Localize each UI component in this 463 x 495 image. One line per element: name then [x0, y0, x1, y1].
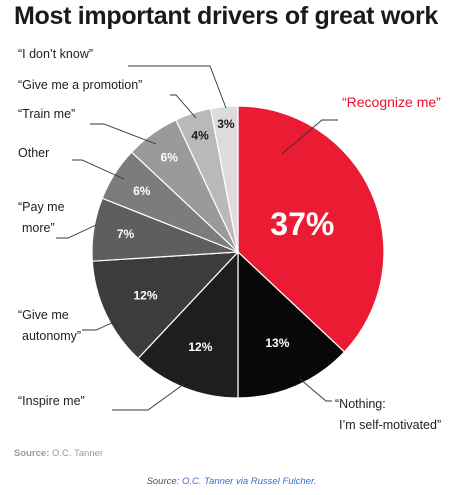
category-label-recognize-me: “Recognize me”	[342, 94, 441, 110]
leader-line-pay-me-more	[56, 224, 97, 239]
leader-line-inspire-me	[112, 383, 185, 411]
category-label-i-don-t-know: “I don’t know”	[18, 47, 93, 61]
category-label-line: “Train me”	[18, 107, 75, 121]
leader-line-i-don-t-know	[128, 65, 227, 109]
pie-slice-inspire-me	[137, 250, 239, 399]
category-label-line: “Give me a promotion”	[18, 78, 142, 92]
leader-line-give-me-a-promotion	[170, 94, 197, 119]
pie-slice-recognize-me	[237, 105, 385, 353]
category-label-give-me-autonomy: “Give me autonomy”	[18, 308, 81, 343]
leader-line-give-me-autonomy	[82, 321, 115, 331]
category-label-line: “I don’t know”	[18, 47, 93, 61]
category-label-line: I’m self-motivated”	[339, 418, 441, 432]
category-label-pay-me-more: “Pay me more”	[18, 200, 65, 235]
chart-title: Most important drivers of great work	[14, 2, 438, 30]
pie-slice-nothing-i-m-self-motivated	[237, 250, 346, 399]
category-label-inspire-me: “Inspire me”	[18, 394, 85, 408]
category-label-nothing-i-m-self-motivated: “Nothing: I’m self-motivated”	[335, 397, 441, 432]
pie-slice-give-me-autonomy	[91, 251, 240, 360]
category-label-train-me: “Train me”	[18, 107, 75, 121]
credit-prefix: Source:	[146, 476, 182, 487]
pct-label-train-me: 6%	[161, 151, 179, 165]
pct-label-other: 6%	[133, 184, 151, 198]
category-label-line: more”	[22, 221, 55, 235]
image-credit: Source: O.C. Tanner via Russel Fulcher.	[0, 476, 463, 487]
category-label-line: Other	[18, 146, 49, 160]
category-label-line: autonomy”	[22, 329, 81, 343]
category-label-other: Other	[18, 146, 49, 160]
category-label-give-me-a-promotion: “Give me a promotion”	[18, 78, 142, 92]
source-note: Source: O.C. Tanner	[14, 448, 103, 459]
category-label-line: “Recognize me”	[342, 94, 441, 110]
source-text: O.C. Tanner	[52, 448, 104, 459]
category-label-line: “Inspire me”	[18, 394, 85, 408]
source-label: Source:	[14, 448, 50, 459]
pct-label-give-me-a-promotion: 4%	[191, 128, 209, 142]
leader-line-recognize-me	[281, 119, 338, 155]
pct-label-pay-me-more: 7%	[117, 227, 135, 241]
pct-label-nothing-i-m-self-motivated: 13%	[265, 336, 289, 350]
pct-label-i-don-t-know: 3%	[217, 117, 235, 131]
leader-line-other	[72, 159, 125, 180]
credit-suffix: .	[313, 476, 317, 487]
pie-slice-i-don-t-know	[209, 105, 239, 253]
pct-label-inspire-me: 12%	[188, 340, 212, 354]
leader-line-nothing-i-m-self-motivated	[299, 378, 332, 402]
pie-chart: 37% “Recognize me” 13% “Nothing: I’m self-mo…	[18, 47, 441, 432]
leader-line-train-me	[90, 123, 157, 145]
pct-label-give-me-autonomy: 12%	[133, 289, 157, 303]
category-label-line: “Nothing:	[335, 397, 386, 411]
credit-link[interactable]: O.C. Tanner via Russel Fulcher	[181, 476, 314, 487]
category-label-line: “Give me	[18, 308, 69, 322]
pct-label-recognize-me: 37%	[270, 206, 334, 242]
category-label-line: “Pay me	[18, 200, 65, 214]
